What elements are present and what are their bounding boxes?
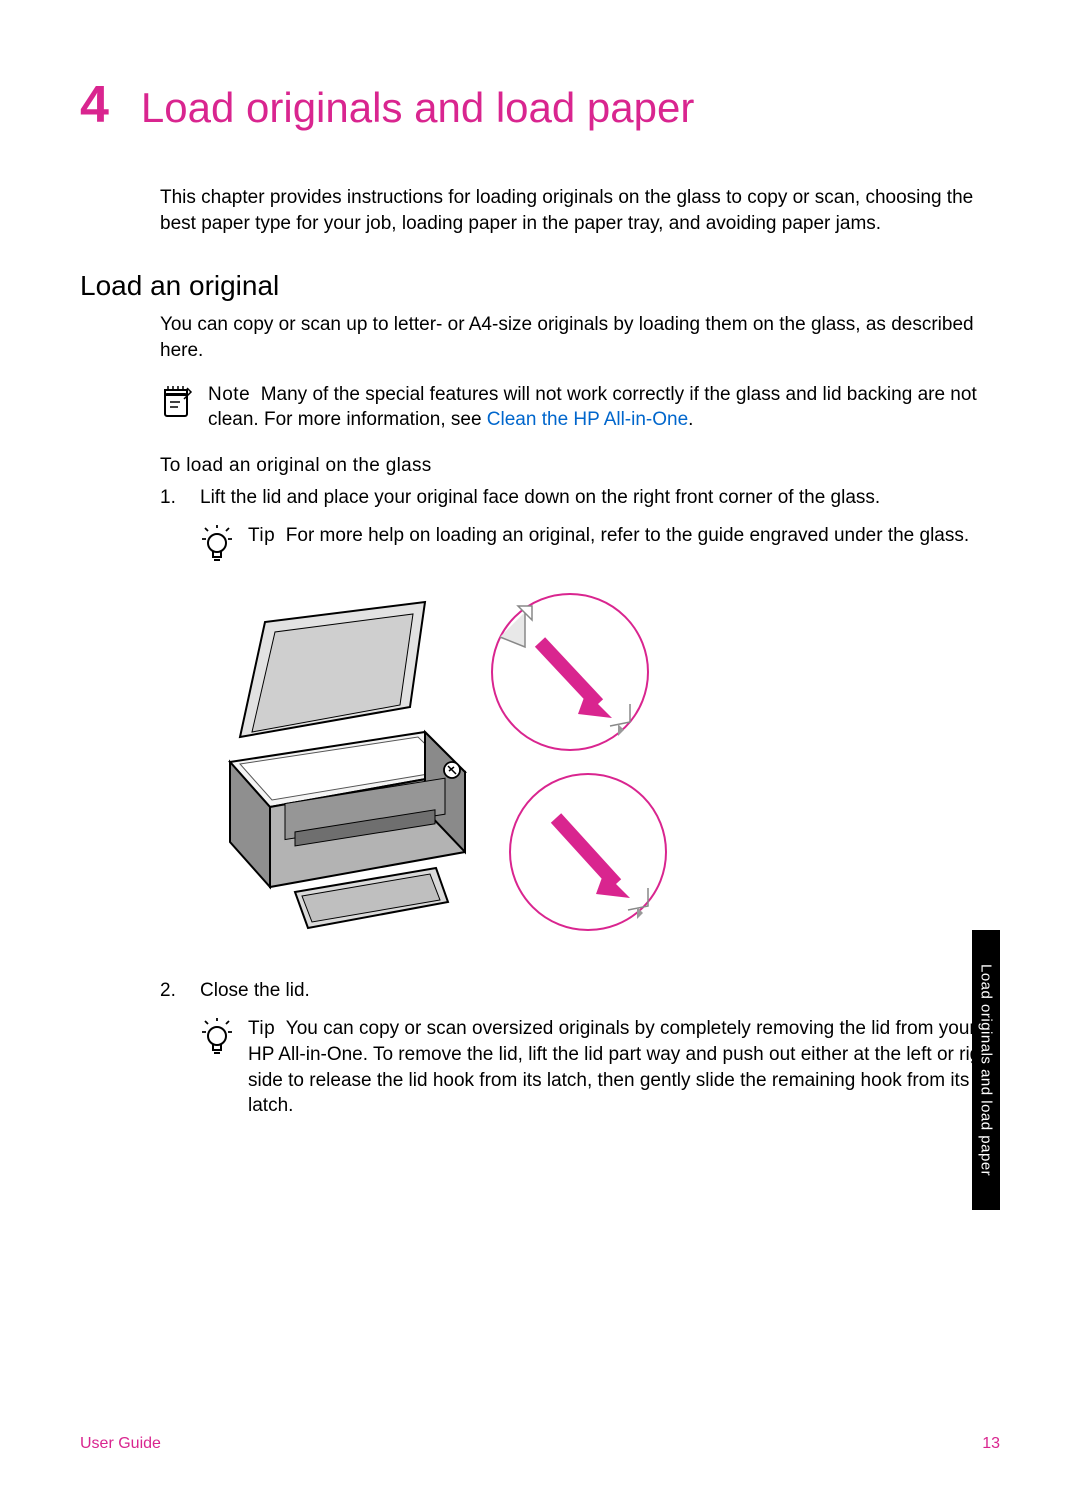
note-label: Note (208, 384, 250, 405)
section-intro: You can copy or scan up to letter- or A4… (160, 312, 1000, 363)
note-body-after: . (688, 409, 693, 430)
page-footer: User Guide 13 (80, 1435, 1000, 1453)
footer-left: User Guide (80, 1435, 161, 1453)
step-1: 1. Lift the lid and place your original … (160, 487, 1000, 509)
section-title: Load an original (80, 270, 1000, 302)
side-tab: Load originals and load paper (972, 930, 1000, 1210)
chapter-number: 4 (80, 75, 109, 135)
tip-icon (200, 523, 234, 573)
procedure-heading: To load an original on the glass (160, 455, 1000, 477)
note-link[interactable]: Clean the HP All-in-One (487, 409, 688, 430)
tip-2-label: Tip (248, 1018, 275, 1039)
tip-1-label: Tip (248, 525, 275, 546)
chapter-intro: This chapter provides instructions for l… (160, 185, 1000, 236)
step-1-text: Lift the lid and place your original fac… (200, 487, 880, 509)
chapter-header: 4 Load originals and load paper (80, 75, 1000, 135)
note-text: Note Many of the special features will n… (208, 382, 1000, 433)
tip-2-text: Tip You can copy or scan oversized origi… (248, 1016, 1000, 1119)
chapter-title: Load originals and load paper (141, 84, 694, 132)
step-2-text: Close the lid. (200, 980, 310, 1002)
note-icon (160, 382, 194, 425)
printer-illustration (200, 592, 1000, 962)
note-callout: Note Many of the special features will n… (160, 382, 1000, 433)
step-2: 2. Close the lid. (160, 980, 1000, 1002)
tip-1-text: Tip For more help on loading an original… (248, 523, 969, 573)
step-2-number: 2. (160, 980, 182, 1002)
step-1-number: 1. (160, 487, 182, 509)
side-tab-text: Load originals and load paper (978, 964, 995, 1176)
footer-page-number: 13 (982, 1435, 1000, 1453)
tip-icon (200, 1016, 234, 1119)
tip-2-body: You can copy or scan oversized originals… (248, 1018, 996, 1116)
tip-2: Tip You can copy or scan oversized origi… (200, 1016, 1000, 1119)
tip-1: Tip For more help on loading an original… (200, 523, 1000, 573)
tip-1-body: For more help on loading an original, re… (286, 525, 969, 546)
